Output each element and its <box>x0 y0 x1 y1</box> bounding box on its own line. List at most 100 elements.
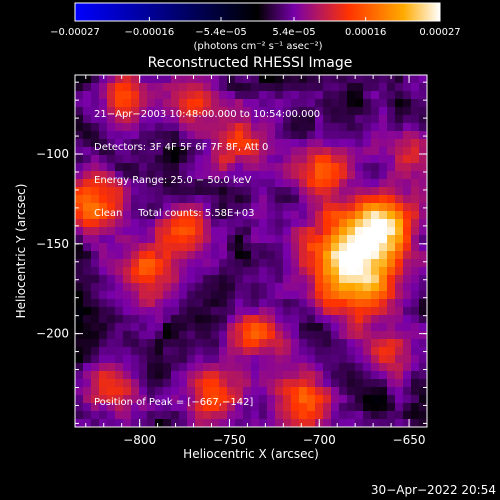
heatmap-cell <box>291 347 300 356</box>
heatmap-cell <box>187 347 196 356</box>
heatmap-cell <box>147 115 156 124</box>
heatmap-cell <box>179 123 188 132</box>
heatmap-cell <box>75 307 84 316</box>
heatmap-cell <box>203 371 212 380</box>
heatmap-cell <box>283 211 292 220</box>
heatmap-cell <box>347 91 356 100</box>
heatmap-cell <box>195 131 204 140</box>
heatmap-cell <box>395 363 404 372</box>
heatmap-cell <box>251 179 260 188</box>
heatmap-cell <box>171 195 180 204</box>
heatmap-cell <box>419 363 428 372</box>
heatmap-cell <box>323 243 332 252</box>
heatmap-cell <box>371 131 380 140</box>
heatmap-cell <box>123 83 132 92</box>
heatmap-cell <box>115 395 124 404</box>
heatmap-cell <box>219 363 228 372</box>
heatmap-cell <box>83 315 92 324</box>
heatmap-cell <box>395 267 404 276</box>
heatmap-cell <box>107 123 116 132</box>
heatmap-cell <box>187 331 196 340</box>
heatmap-cell <box>387 387 396 396</box>
heatmap-cell <box>403 187 412 196</box>
heatmap-cell <box>227 115 236 124</box>
heatmap-cell <box>123 411 132 420</box>
heatmap-cell <box>259 155 268 164</box>
heatmap-cell <box>235 283 244 292</box>
heatmap-cell <box>235 75 244 84</box>
heatmap-cell <box>99 171 108 180</box>
heatmap-cell <box>379 403 388 412</box>
heatmap-cell <box>259 275 268 284</box>
heatmap-cell <box>267 139 276 148</box>
heatmap-cell <box>123 291 132 300</box>
heatmap-cell <box>387 123 396 132</box>
heatmap-cell <box>251 171 260 180</box>
heatmap-cell <box>411 251 420 260</box>
heatmap-cell <box>203 235 212 244</box>
heatmap-cell <box>163 139 172 148</box>
heatmap-cell <box>347 195 356 204</box>
heatmap-cell <box>243 211 252 220</box>
heatmap-cell <box>275 139 284 148</box>
heatmap-cell <box>187 259 196 268</box>
heatmap-cell <box>163 371 172 380</box>
heatmap-cell <box>275 115 284 124</box>
colorbar-tick-label: −5.4e−05 <box>195 27 247 38</box>
heatmap-cell <box>219 123 228 132</box>
heatmap-cell <box>187 403 196 412</box>
heatmap-cell <box>315 131 324 140</box>
heatmap-cell <box>75 75 84 84</box>
heatmap-cell <box>371 371 380 380</box>
heatmap-cell <box>131 323 140 332</box>
heatmap-cell <box>339 403 348 412</box>
heatmap-cell <box>259 91 268 100</box>
heatmap-cell <box>395 323 404 332</box>
heatmap-cell <box>275 171 284 180</box>
heatmap-cell <box>99 75 108 84</box>
heatmap-cell <box>379 347 388 356</box>
heatmap-cell <box>203 179 212 188</box>
heatmap-cell <box>315 107 324 116</box>
heatmap-cell <box>347 307 356 316</box>
heatmap-cell <box>99 139 108 148</box>
heatmap-cell <box>371 115 380 124</box>
heatmap-cell <box>99 99 108 108</box>
heatmap-cell <box>267 99 276 108</box>
heatmap-cell <box>75 155 84 164</box>
heatmap-cell <box>275 387 284 396</box>
heatmap-cell <box>395 379 404 388</box>
heatmap-cell <box>107 291 116 300</box>
heatmap-cell <box>307 339 316 348</box>
heatmap-cell <box>139 283 148 292</box>
heatmap-cell <box>395 331 404 340</box>
heatmap-cell <box>419 307 428 316</box>
heatmap-cell <box>267 123 276 132</box>
heatmap-cell <box>219 91 228 100</box>
heatmap-cell <box>123 211 132 220</box>
heatmap-cell <box>83 219 92 228</box>
heatmap-cell <box>307 355 316 364</box>
heatmap-cell <box>331 259 340 268</box>
heatmap-cell <box>211 99 220 108</box>
heatmap-cell <box>235 411 244 420</box>
heatmap-cell <box>347 107 356 116</box>
heatmap-cell <box>203 315 212 324</box>
heatmap-cell <box>395 155 404 164</box>
heatmap-cell <box>275 411 284 420</box>
heatmap-cell <box>283 283 292 292</box>
heatmap-cell <box>251 115 260 124</box>
x-tick-label: −650 <box>393 433 426 447</box>
heatmap-cell <box>123 91 132 100</box>
heatmap-cell <box>419 395 428 404</box>
heatmap-cell <box>259 107 268 116</box>
heatmap-cell <box>115 251 124 260</box>
heatmap-cell <box>379 379 388 388</box>
heatmap-cell <box>307 147 316 156</box>
heatmap-cell <box>179 283 188 292</box>
heatmap-cell <box>203 331 212 340</box>
heatmap-cell <box>107 235 116 244</box>
heatmap-cell <box>211 315 220 324</box>
heatmap-cell <box>123 339 132 348</box>
heatmap-cell <box>195 379 204 388</box>
